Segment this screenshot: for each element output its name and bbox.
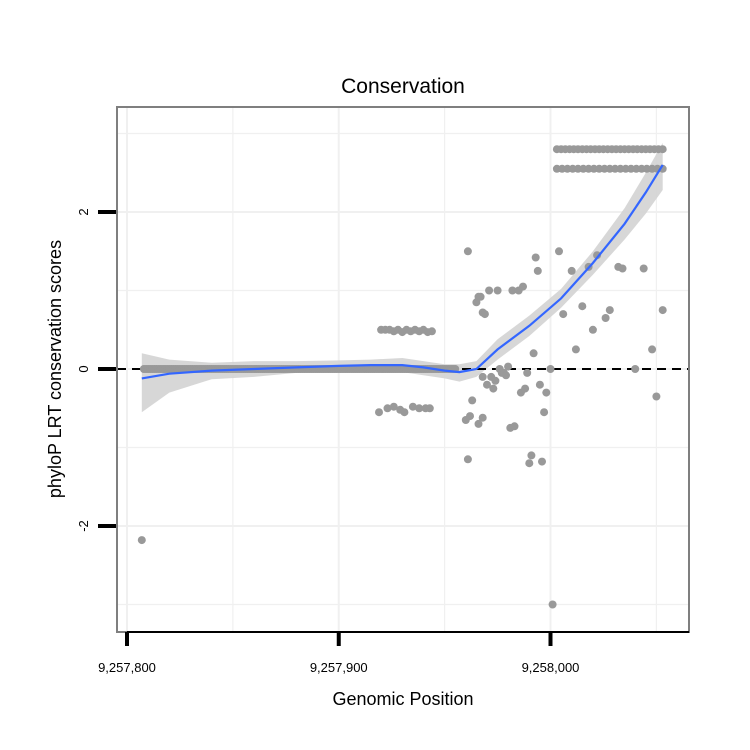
data-point xyxy=(658,145,667,154)
confidence-band-area xyxy=(141,142,663,413)
data-point xyxy=(578,302,587,311)
data-point xyxy=(137,536,146,545)
data-point xyxy=(476,292,485,301)
data-point xyxy=(652,392,661,401)
data-point xyxy=(463,247,472,256)
data-point xyxy=(489,384,498,393)
data-point xyxy=(523,368,532,377)
data-point xyxy=(474,419,483,428)
chart-title: Conservation xyxy=(341,75,465,98)
x-axis: 9,257,800 9,257,900 9,258,000 xyxy=(98,631,689,675)
data-point xyxy=(658,306,667,315)
y-tick-label: 0 xyxy=(76,365,91,372)
data-point xyxy=(535,380,544,389)
data-point xyxy=(567,266,576,275)
data-point xyxy=(502,371,510,380)
data-point xyxy=(559,310,568,319)
x-tick-label: 9,258,000 xyxy=(522,660,580,675)
data-point xyxy=(529,349,538,358)
data-point xyxy=(463,455,472,464)
data-point xyxy=(389,402,398,411)
data-point xyxy=(525,459,534,468)
data-point xyxy=(531,253,540,262)
data-point xyxy=(546,365,555,373)
data-point xyxy=(548,600,557,609)
data-point xyxy=(538,457,546,466)
data-point xyxy=(375,408,383,417)
data-point xyxy=(408,402,417,411)
data-point xyxy=(605,306,614,315)
data-point xyxy=(527,451,536,460)
data-point xyxy=(415,404,424,413)
data-point xyxy=(593,251,602,260)
data-point xyxy=(519,282,527,291)
data-point xyxy=(571,345,580,354)
data-point xyxy=(555,247,563,256)
data-point xyxy=(639,264,648,273)
data-point xyxy=(542,388,551,397)
smooth-curve xyxy=(141,164,664,380)
data-point xyxy=(427,327,436,336)
y-tick-label: 2 xyxy=(76,208,91,215)
data-point xyxy=(383,404,392,413)
data-point xyxy=(504,362,513,371)
data-point xyxy=(588,325,597,334)
data-point xyxy=(466,412,474,421)
x-axis-title: Genomic Position xyxy=(332,689,473,709)
confidence-band xyxy=(141,142,663,413)
data-point xyxy=(468,396,477,405)
data-point xyxy=(483,380,491,389)
x-tick-label: 9,257,900 xyxy=(310,660,368,675)
data-point xyxy=(631,365,640,373)
data-point xyxy=(478,372,487,381)
data-point xyxy=(485,286,494,295)
y-tick-label: -2 xyxy=(76,520,91,532)
y-axis: -2 0 2 xyxy=(76,208,116,532)
x-tick-label: 9,257,800 xyxy=(98,660,156,675)
data-point xyxy=(480,310,489,319)
data-point xyxy=(521,384,530,393)
data-point xyxy=(491,376,500,385)
data-point xyxy=(425,404,434,413)
data-point xyxy=(540,408,549,417)
data-point xyxy=(601,314,610,322)
data-point xyxy=(510,422,519,431)
data-point xyxy=(618,264,627,273)
data-point xyxy=(478,413,487,422)
data-point xyxy=(400,408,409,417)
data-point xyxy=(533,266,542,275)
data-point xyxy=(648,345,657,354)
y-axis-title: phyloP LRT conservation scores xyxy=(45,240,65,498)
smooth-line xyxy=(141,164,664,380)
data-point xyxy=(508,286,517,295)
data-point xyxy=(493,286,502,295)
